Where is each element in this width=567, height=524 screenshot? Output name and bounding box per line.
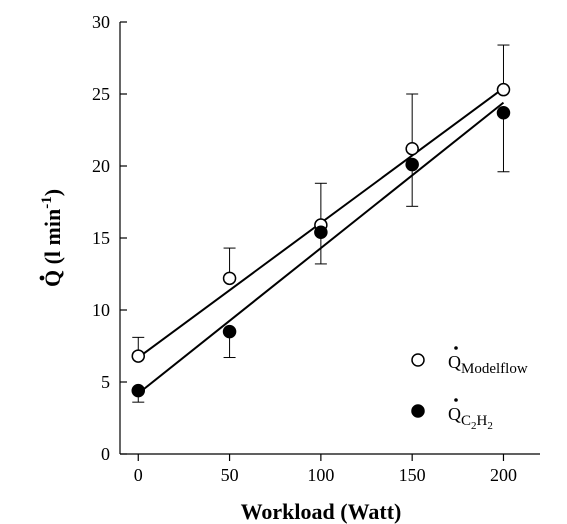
x-tick-label: 150: [399, 465, 426, 485]
svg-text:QModelflow: QModelflow: [448, 352, 528, 377]
legend-item-c2h2: QC2H2: [411, 398, 493, 432]
y-tick-label: 5: [101, 372, 110, 392]
y-tick-label: 10: [92, 300, 110, 320]
x-tick-label: 0: [134, 465, 143, 485]
y-tick-label: 30: [92, 12, 110, 32]
x-tick-label: 200: [490, 465, 517, 485]
x-tick-label: 100: [307, 465, 334, 485]
y-tick-label: 0: [101, 444, 110, 464]
y-tick-label: 25: [92, 84, 110, 104]
y-axis-title: Q (l min-1): [39, 189, 65, 287]
legend-dot: [454, 346, 458, 350]
data-point-c2h2: [405, 157, 419, 172]
legend-subscript-modelflow: Modelflow: [461, 361, 528, 377]
legend-item-modelflow: QModelflow: [411, 346, 528, 377]
data-point-c2h2: [131, 383, 146, 398]
legend-label-c2h2: Q: [448, 404, 461, 424]
data-point-modelflow: [496, 82, 511, 97]
legend-marker-open-circle: [411, 353, 425, 367]
svg-text:QC2H2: QC2H2: [448, 404, 493, 432]
x-tick-label: 50: [221, 465, 239, 485]
data-point-modelflow: [222, 271, 237, 286]
data-point-c2h2: [314, 225, 328, 239]
x-axis-title: Workload (Watt): [241, 499, 402, 524]
data-point-modelflow: [131, 349, 146, 363]
axes: 0 5 10 15 20 25 30 0 50 100 150 200: [92, 12, 540, 485]
y-tick-label: 15: [92, 228, 110, 248]
legend-marker-filled-circle: [411, 404, 425, 418]
data-points: [131, 82, 511, 398]
y-axis-title-sup: -1: [39, 196, 55, 209]
y-axis-title-close: ): [40, 189, 65, 196]
legend-label-modelflow: Q: [448, 352, 461, 372]
data-point-c2h2: [496, 105, 511, 120]
data-point-modelflow: [405, 141, 419, 156]
y-tick-label: 20: [92, 156, 110, 176]
svg-text:Q (l min-1): Q (l min-1): [39, 189, 65, 287]
legend-dot: [454, 398, 458, 402]
y-axis-title-main: Q (l min: [40, 209, 65, 287]
data-point-c2h2: [222, 324, 237, 339]
y-axis-title-dot: [39, 275, 45, 281]
legend: QModelflow QC2H2: [411, 346, 528, 432]
